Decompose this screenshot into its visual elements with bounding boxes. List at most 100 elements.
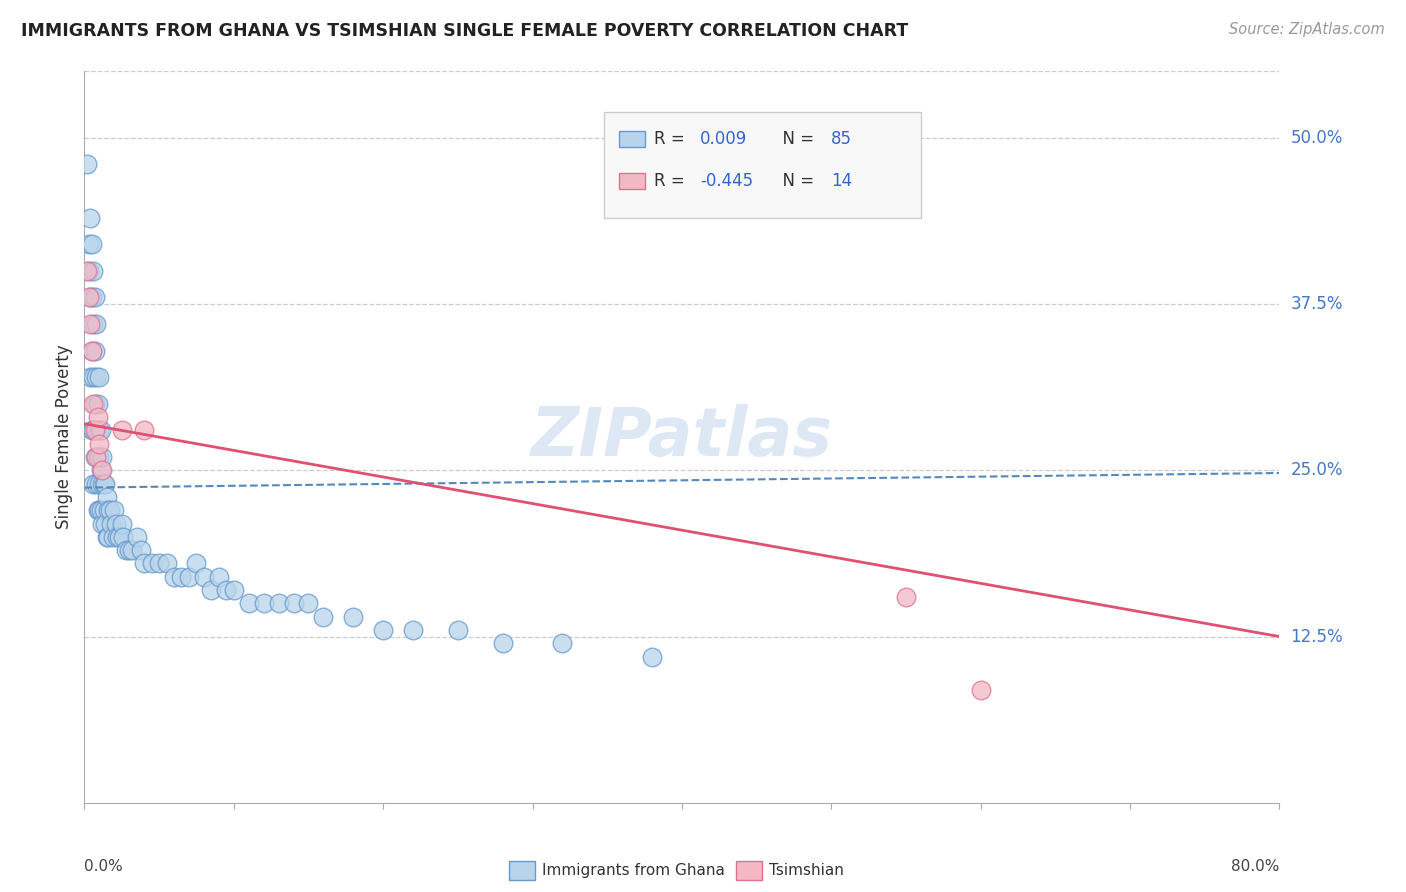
Point [98,503,121,517]
Point [89,476,111,491]
Point [148,557,170,571]
Point [90,463,112,477]
Point [79,290,101,304]
Point [86,424,108,438]
Point [970,682,993,697]
Point [283,596,305,610]
Point [83,343,105,358]
Point [177,570,200,584]
Point [87,397,110,411]
Point [107,530,129,544]
Point [91,516,114,531]
Point [97,503,120,517]
Point [86,317,108,331]
Point [77,264,100,278]
Point [342,609,364,624]
Point [86,450,108,464]
FancyBboxPatch shape [735,862,762,880]
Point [79,317,101,331]
Point [76,157,98,171]
Text: 50.0%: 50.0% [1291,128,1343,147]
Text: 12.5%: 12.5% [1291,628,1343,646]
Text: 80.0%: 80.0% [1232,859,1279,873]
Point [111,516,134,531]
Point [89,436,111,450]
Point [163,570,186,584]
Text: 0.0%: 0.0% [84,859,124,873]
Point [80,343,103,358]
Point [79,370,101,384]
Point [97,530,120,544]
FancyBboxPatch shape [619,131,645,147]
Point [103,503,125,517]
Text: 0.009: 0.009 [700,130,747,148]
Point [77,290,100,304]
Point [200,582,222,597]
Point [86,370,108,384]
Point [89,424,111,438]
Point [82,476,104,491]
Point [253,596,276,610]
Y-axis label: Single Female Poverty: Single Female Poverty [55,345,73,529]
Point [222,582,245,597]
Point [492,636,515,650]
Text: R =: R = [654,172,690,190]
Point [90,424,112,438]
Point [118,543,141,558]
Point [312,609,335,624]
Point [193,570,215,584]
Point [82,370,104,384]
Point [447,623,470,637]
Point [89,450,111,464]
Point [89,370,111,384]
Point [91,463,114,477]
Point [373,623,395,637]
Point [297,596,319,610]
Point [208,570,231,584]
Text: ZIPatlas: ZIPatlas [531,404,832,470]
Point [115,543,138,558]
Point [94,516,117,531]
Text: Immigrants from Ghana: Immigrants from Ghana [543,863,725,878]
Point [80,343,103,358]
Point [83,424,105,438]
Point [132,424,156,438]
Point [91,476,114,491]
Point [83,450,105,464]
Point [551,636,574,650]
Point [93,476,115,491]
Point [80,237,103,252]
Point [402,623,425,637]
Point [82,264,104,278]
Point [86,476,108,491]
Point [100,516,122,531]
FancyBboxPatch shape [619,173,645,189]
Point [112,530,135,544]
Point [238,596,260,610]
Point [105,530,128,544]
Text: IMMIGRANTS FROM GHANA VS TSIMSHIAN SINGLE FEMALE POVERTY CORRELATION CHART: IMMIGRANTS FROM GHANA VS TSIMSHIAN SINGL… [21,22,908,40]
Point [79,211,101,225]
Text: 37.5%: 37.5% [1291,295,1343,313]
Point [89,503,111,517]
Text: 14: 14 [831,172,852,190]
Point [90,503,112,517]
Point [77,237,100,252]
Point [80,290,103,304]
Point [894,590,917,604]
Point [82,317,104,331]
Point [111,424,134,438]
Point [215,582,238,597]
Text: Tsimshian: Tsimshian [769,863,844,878]
Point [83,290,105,304]
Point [87,450,110,464]
Point [87,410,110,425]
Text: R =: R = [654,130,690,148]
Point [129,543,152,558]
Point [91,450,114,464]
Point [170,570,193,584]
Point [141,557,163,571]
Point [101,530,124,544]
Point [94,476,117,491]
Point [96,530,118,544]
